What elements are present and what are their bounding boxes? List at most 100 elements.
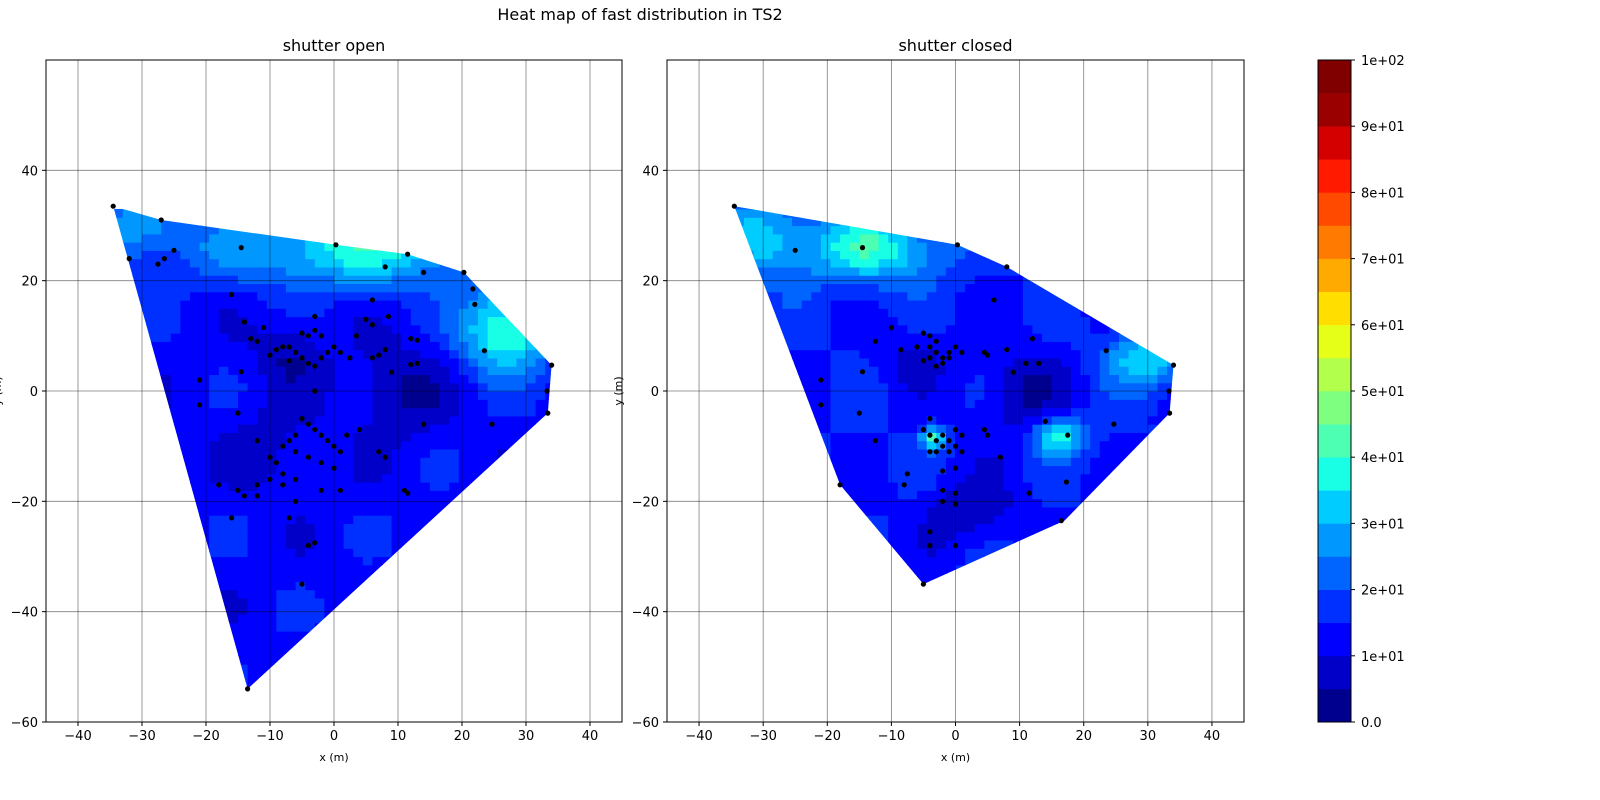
heatmap-cell [859,482,870,491]
heatmap-cell [238,399,249,409]
heatmap-cell [888,291,899,301]
heatmap-cell [1013,531,1024,541]
heatmap-cell [410,382,421,392]
heatmap-cell [391,316,402,326]
heatmap-cell [228,357,239,367]
heatmap-cell [247,440,258,450]
heatmap-cell [907,448,918,458]
heatmap-cell [343,564,354,574]
heatmap-cell [295,382,306,392]
heatmap-cell [391,382,402,392]
heatmap-cell [965,391,976,400]
heatmap-cell [343,291,354,301]
x-axis-label: x (m) [319,751,348,764]
heatmap-cell [936,275,947,285]
heatmap-cell [334,308,345,318]
heatmap-cell [218,548,229,558]
heatmap-cell [1003,490,1014,500]
heatmap-cell [1051,465,1062,475]
heatmap-cell [859,440,870,450]
heatmap-cell [878,275,889,285]
heatmap-cell [276,291,287,301]
heatmap-cell [945,407,957,417]
heatmap-cell [353,432,364,442]
heatmap-cell [993,399,1005,409]
heatmap-cell [526,341,537,351]
heatmap-cell [430,283,441,293]
heatmap-cell [965,539,976,549]
heatmap-cell [199,308,210,318]
heatmap-cell [1109,341,1120,351]
heatmap-cell [792,324,803,334]
data-point [731,203,737,209]
data-point [110,203,116,209]
heatmap-cell [516,407,527,417]
heatmap-cell [840,308,851,318]
heatmap-cell [955,482,966,491]
heatmap-cell [955,506,966,516]
heatmap-cell [955,490,966,500]
heatmap-cell [218,564,229,574]
heatmap-cell [228,548,239,558]
heatmap-cell [1138,424,1149,433]
heatmap-cell [1003,457,1014,467]
heatmap-cell [782,233,793,243]
y-tick-label: 0 [30,385,38,400]
heatmap-cell [295,457,306,467]
heatmap-cell [391,523,402,533]
x-tick-label: −30 [128,729,155,744]
heatmap-cell [830,299,841,309]
heatmap-cell [1157,407,1168,417]
heatmap-cell [888,299,899,309]
heatmap-cell [849,448,860,458]
heatmap-cell [945,465,957,475]
heatmap-cell [372,266,383,276]
heatmap-cell [1051,506,1062,516]
x-tick-label: 20 [454,729,471,744]
heatmap-cell [343,324,354,334]
heatmap-cell [763,250,774,260]
heatmap-cell [420,299,431,309]
heatmap-cell [974,407,985,417]
heatmap-cell [1070,366,1082,376]
heatmap-cell [974,482,985,491]
heatmap-cell [993,424,1005,433]
heatmap-cell [247,664,258,673]
heatmap-cell [907,432,918,442]
heatmap-cell [199,415,210,425]
heatmap-cell [122,233,133,243]
heatmap-cell [276,614,287,624]
heatmap-cell [334,357,345,367]
heatmap-cell [763,266,774,276]
heatmap-cell [811,391,822,400]
heatmap-cell [343,415,354,425]
heatmap-cell [1022,399,1034,409]
heatmap-cell [295,357,306,367]
heatmap-cell [868,506,880,516]
heatmap-cell [506,333,517,342]
heatmap-cell [430,457,441,467]
heatmap-cell [238,639,249,649]
heatmap-cell [1051,341,1062,351]
heatmap-cell [1099,382,1110,392]
heatmap-cell [526,366,537,376]
heatmap-cell [362,531,373,541]
heatmap-cell [362,391,373,400]
heatmap-cell [420,291,431,301]
heatmap-cell [372,415,383,425]
heatmap-cell [295,448,306,458]
heatmap-cell [859,473,870,483]
data-point [985,432,991,438]
heatmap-cell [218,407,229,417]
heatmap-cell [974,531,985,541]
heatmap-cell [878,473,889,483]
heatmap-cell [907,548,918,558]
data-point [344,432,350,438]
heatmap-cell [897,366,909,376]
data-point [1170,362,1177,368]
heatmap-cell [209,399,220,409]
heatmap-cell [859,374,870,384]
colorbar-band [1318,291,1351,326]
heatmap-cell [1042,498,1053,508]
heatmap-cell [257,374,268,384]
